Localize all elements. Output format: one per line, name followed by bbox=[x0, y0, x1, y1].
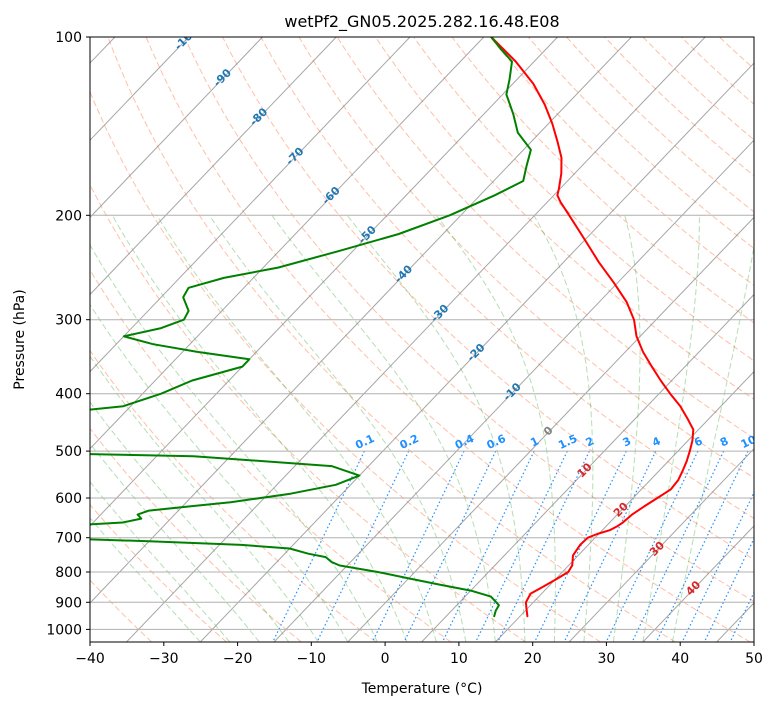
isotherm-line bbox=[495, 370, 754, 642]
isotherm-line bbox=[642, 525, 754, 642]
moist-adiabat bbox=[90, 243, 378, 642]
y-tick-label: 1000 bbox=[46, 622, 82, 638]
moist-adiabat bbox=[90, 355, 319, 642]
moist-adiabat bbox=[671, 243, 754, 642]
y-tick-label: 200 bbox=[55, 208, 82, 224]
mixing-ratio-line bbox=[729, 591, 754, 642]
pressure-gridlines bbox=[90, 37, 754, 630]
moist-adiabat bbox=[90, 442, 260, 642]
isotherm-line bbox=[126, 37, 706, 642]
x-axis-ticks: −40 −30 −20 −10 0 10 20 30 40 50 bbox=[75, 642, 763, 667]
mixing-ratio-line bbox=[681, 491, 754, 642]
mixing-ratio-line bbox=[403, 450, 497, 642]
moist-adiabat bbox=[208, 215, 467, 642]
dry-adiabat bbox=[604, 37, 754, 177]
isotherm-line bbox=[90, 37, 411, 373]
moist-adiabat bbox=[90, 481, 231, 642]
mixing-ratio-line bbox=[534, 450, 627, 642]
plot-background bbox=[90, 37, 754, 642]
x-tick-label: −10 bbox=[297, 651, 327, 667]
y-tick-label: 700 bbox=[55, 531, 82, 547]
dry-adiabat bbox=[298, 37, 754, 479]
x-tick-label: 0 bbox=[381, 651, 390, 667]
isotherm-line bbox=[90, 37, 558, 527]
x-tick-label: 40 bbox=[671, 651, 689, 667]
isotherm-line bbox=[90, 37, 485, 450]
temperature-profile bbox=[490, 37, 695, 618]
dry-adiabat bbox=[260, 37, 754, 519]
isotherm-line bbox=[199, 62, 754, 642]
x-axis-label: Temperature (°C) bbox=[361, 681, 483, 697]
dry-adiabat bbox=[222, 37, 754, 561]
mixing-ratio-line bbox=[703, 537, 754, 642]
x-tick-label: 10 bbox=[450, 651, 468, 667]
moist-adiabat bbox=[156, 215, 437, 642]
chart-title: wetPf2_GN05.2025.282.16.48.E08 bbox=[284, 12, 559, 32]
mixing-ratio-line bbox=[497, 450, 590, 642]
y-tick-label: 900 bbox=[55, 595, 82, 611]
dry-adiabat bbox=[145, 37, 751, 642]
isotherm-line bbox=[90, 37, 337, 296]
mixing-ratio-line bbox=[441, 450, 535, 642]
x-tick-label: 20 bbox=[524, 651, 542, 667]
isotherm-line bbox=[90, 37, 190, 141]
y-tick-label: 500 bbox=[55, 444, 82, 460]
dry-adiabat bbox=[90, 183, 526, 642]
dry-adiabat bbox=[642, 37, 754, 141]
isotherm-line bbox=[90, 37, 263, 219]
moist-adiabat bbox=[642, 215, 700, 642]
x-tick-label: −20 bbox=[223, 651, 253, 667]
mixing-ratio-line bbox=[371, 450, 465, 642]
dewpoint-profile bbox=[90, 37, 532, 618]
isotherm-line bbox=[421, 293, 754, 642]
mixing-ratio-line bbox=[605, 450, 699, 642]
moist-adiabat bbox=[435, 215, 556, 642]
mixing-ratio-line bbox=[563, 450, 657, 642]
sounding-profiles bbox=[90, 37, 695, 618]
mixing-ratio-line bbox=[631, 450, 725, 642]
mixing-ratio-line bbox=[475, 450, 568, 642]
y-tick-label: 800 bbox=[55, 565, 82, 581]
x-tick-label: 50 bbox=[745, 651, 763, 667]
dry-adiabat bbox=[90, 90, 601, 642]
plot-area: -100-90-80-70-60-50-40-30-20-10010203040… bbox=[90, 37, 759, 642]
moist-adiabat bbox=[346, 214, 526, 642]
mixing-ratio-line bbox=[316, 450, 410, 642]
moist-adiabat bbox=[90, 303, 349, 642]
mixing-ratio-line bbox=[272, 450, 365, 642]
x-tick-label: 30 bbox=[597, 651, 615, 667]
y-tick-label: 600 bbox=[55, 491, 82, 507]
y-tick-label: 400 bbox=[55, 387, 82, 403]
plot-frame bbox=[89, 36, 755, 643]
mixing-ratio-label: 10 bbox=[739, 433, 759, 451]
dry-adiabat bbox=[90, 269, 452, 642]
y-axis-ticks: 1000 900 800 700 600 500 400 300 200 100 bbox=[46, 30, 90, 638]
y-tick-label: 300 bbox=[55, 313, 82, 329]
isotherm-line bbox=[568, 447, 754, 642]
moist-adiabat bbox=[612, 215, 641, 642]
mixing-ratio-line bbox=[655, 450, 749, 642]
moist-adiabat bbox=[533, 215, 594, 642]
dry-adiabat bbox=[90, 349, 377, 642]
moist-adiabat bbox=[90, 517, 201, 642]
x-tick-label: −40 bbox=[75, 651, 105, 667]
mixing-ratio-lines bbox=[272, 450, 754, 642]
isotherm-line bbox=[273, 139, 754, 642]
moist-adiabat bbox=[271, 215, 496, 642]
x-tick-label: −30 bbox=[149, 651, 179, 667]
y-tick-label: 100 bbox=[55, 30, 82, 46]
y-axis-label: Pressure (hPa) bbox=[12, 289, 28, 389]
